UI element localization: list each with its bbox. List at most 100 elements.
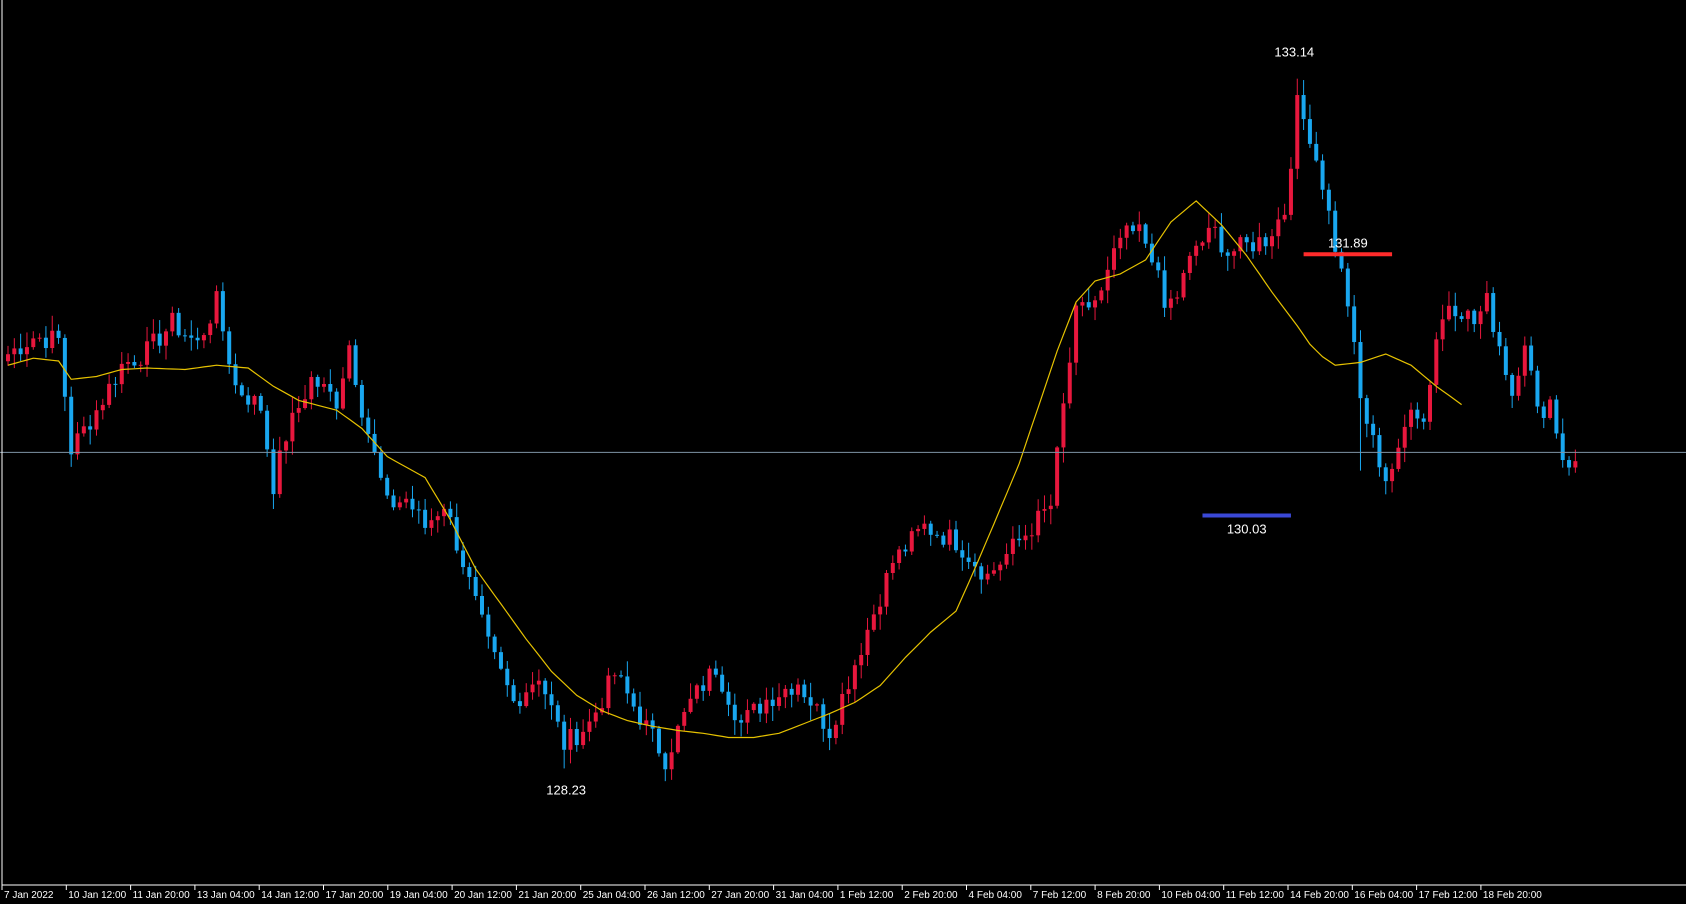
- candle-body: [606, 675, 611, 709]
- candle: [1314, 131, 1319, 163]
- candle: [107, 374, 112, 409]
- candle: [758, 697, 763, 723]
- candle: [966, 542, 971, 570]
- candle-body: [277, 450, 282, 495]
- candle-body: [265, 410, 270, 450]
- x-tick-label: 20 Jan 12:00: [454, 890, 512, 901]
- candle: [69, 386, 74, 467]
- candle: [75, 422, 80, 460]
- candle-body: [796, 684, 800, 695]
- candle: [1573, 449, 1578, 473]
- candle-body: [1270, 236, 1274, 247]
- candle: [309, 371, 314, 410]
- x-axis-ticks: 7 Jan 2022 10 Jan 12:00 11 Jan 20:00 13 Jan…: [1, 885, 1542, 901]
- candle: [378, 446, 383, 481]
- candle-body: [770, 699, 775, 706]
- candle: [170, 306, 175, 337]
- candle: [612, 672, 617, 685]
- candle-body: [1453, 305, 1458, 317]
- candle-body: [1516, 375, 1521, 396]
- candle-body: [954, 529, 958, 551]
- candle: [1484, 281, 1489, 315]
- candle: [1105, 256, 1110, 304]
- candle: [1358, 330, 1363, 471]
- candle: [480, 584, 484, 618]
- candle-body: [1118, 237, 1123, 249]
- candle: [884, 569, 889, 615]
- candle: [701, 675, 706, 701]
- candle: [1010, 526, 1015, 566]
- candle: [1522, 336, 1527, 387]
- candle-body: [1478, 311, 1483, 325]
- candle-body: [1352, 306, 1357, 343]
- candle-body: [1080, 302, 1085, 306]
- candle-body: [1093, 300, 1098, 308]
- x-tick-label: 19 Jan 04:00: [390, 890, 448, 901]
- x-tick-label: 27 Jan 20:00: [711, 890, 769, 901]
- candle: [581, 719, 586, 749]
- candle: [1257, 222, 1262, 256]
- candle: [1232, 248, 1237, 269]
- candle: [1567, 456, 1572, 476]
- candle-body: [233, 364, 238, 386]
- candle-body: [783, 688, 788, 698]
- candle-body: [625, 676, 630, 694]
- candle-body: [808, 697, 813, 706]
- candle: [31, 331, 36, 350]
- candle-body: [1219, 226, 1224, 253]
- candle: [897, 546, 902, 570]
- candle-body: [1446, 305, 1451, 320]
- candle: [416, 500, 421, 524]
- candle-body: [998, 564, 1003, 571]
- candle-body: [1112, 248, 1116, 270]
- candle-body: [486, 614, 491, 637]
- candle: [827, 713, 832, 751]
- candle: [619, 670, 624, 678]
- candle-body: [448, 508, 453, 518]
- candle-body: [1143, 224, 1148, 244]
- x-tick-label: 14 Jan 12:00: [261, 890, 319, 901]
- candle-body: [1396, 447, 1401, 469]
- x-tick-label: 7 Feb 12:00: [1033, 890, 1087, 901]
- x-tick-label: 4 Feb 04:00: [969, 890, 1023, 901]
- candle-body: [69, 396, 74, 455]
- candle-body: [1377, 435, 1382, 468]
- candle: [1390, 463, 1395, 493]
- candle-body: [435, 516, 440, 521]
- candle-body: [1402, 426, 1407, 448]
- candle: [555, 700, 560, 728]
- candle-body: [530, 684, 535, 693]
- candle-body: [979, 566, 984, 580]
- candle: [852, 659, 857, 702]
- candle: [1055, 445, 1060, 509]
- candle-body: [284, 441, 289, 451]
- candle-body: [549, 694, 554, 706]
- candle-body: [1567, 460, 1572, 468]
- candle-body: [1503, 346, 1508, 375]
- candle-body: [644, 720, 649, 725]
- candle: [56, 324, 61, 344]
- candle: [1402, 414, 1407, 463]
- candle-body: [1535, 370, 1540, 407]
- candle: [467, 562, 472, 590]
- candle-body: [1383, 467, 1388, 482]
- candle: [334, 388, 339, 420]
- candle: [1326, 183, 1331, 225]
- candle: [1320, 154, 1325, 200]
- candle: [1200, 240, 1205, 251]
- candle: [315, 374, 320, 398]
- candle: [928, 520, 933, 546]
- candle-body: [1459, 316, 1464, 319]
- candle: [132, 355, 137, 369]
- candle-body: [1428, 384, 1432, 422]
- candle-body: [473, 576, 478, 596]
- candle: [922, 515, 927, 536]
- candle-body: [309, 376, 314, 400]
- candle-body: [113, 383, 118, 385]
- candle-body: [454, 517, 459, 551]
- candle-body: [182, 335, 187, 337]
- candle-body: [31, 338, 36, 348]
- candle-body: [423, 509, 428, 528]
- candle-body: [467, 567, 472, 577]
